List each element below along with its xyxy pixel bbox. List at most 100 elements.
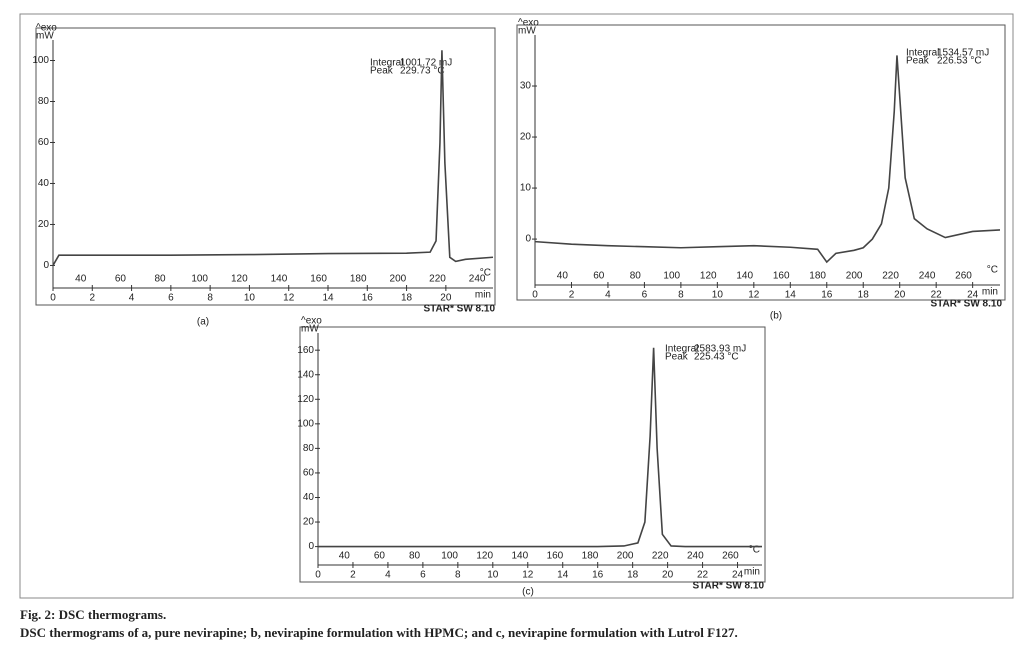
y-tick-label: 20 <box>303 517 315 528</box>
y-tick-label: 40 <box>38 178 50 189</box>
y-tick-label: 40 <box>303 492 315 503</box>
annotation: Peak <box>665 352 689 363</box>
exo-label: ^exo <box>36 23 57 34</box>
x-tick-label: 22 <box>931 290 943 301</box>
y-tick-label: 10 <box>520 183 532 194</box>
y-tick-label: 80 <box>38 96 50 107</box>
x-tick-label: 8 <box>207 293 213 304</box>
x-unit: min <box>475 290 491 301</box>
annotation: 225.43 °C <box>694 352 739 363</box>
x2-unit: °C <box>480 268 491 279</box>
x-tick-label: 16 <box>821 290 833 301</box>
x-tick-label: 12 <box>748 290 760 301</box>
x-tick-label: 10 <box>244 293 256 304</box>
exo-label: ^exo <box>518 18 539 29</box>
software-label: STAR* SW 8.10 <box>931 299 1003 310</box>
y-tick-label: 0 <box>43 260 49 271</box>
x-tick-label: 20 <box>662 570 674 581</box>
panel-frame <box>35 27 496 306</box>
y-tick-label: 0 <box>525 234 531 245</box>
x-tick-label: 0 <box>50 293 56 304</box>
temperature-tick-label: 220 <box>429 274 446 285</box>
temperature-tick-label: 180 <box>350 274 367 285</box>
temperature-tick-label: 240 <box>469 274 486 285</box>
temperature-tick-label: 120 <box>476 551 493 562</box>
x-tick-label: 10 <box>712 290 724 301</box>
y-tick-label: 60 <box>303 468 315 479</box>
software-label: STAR* SW 8.10 <box>693 581 765 592</box>
temperature-tick-label: 240 <box>687 551 704 562</box>
x-tick-label: 4 <box>605 290 611 301</box>
x-tick-label: 20 <box>894 290 906 301</box>
y-tick-label: 100 <box>32 55 49 66</box>
annotation: Integral <box>370 58 403 69</box>
temperature-tick-label: 180 <box>582 551 599 562</box>
temperature-tick-label: 260 <box>722 551 739 562</box>
y-tick-label: 20 <box>520 132 532 143</box>
annotation: 1001.72 mJ <box>400 58 452 69</box>
temperature-tick-label: 80 <box>409 551 421 562</box>
temperature-tick-label: 200 <box>390 274 407 285</box>
panel-frame <box>516 24 1006 301</box>
x-tick-label: 2 <box>90 293 96 304</box>
x-tick-label: 18 <box>858 290 870 301</box>
y-tick-label: 20 <box>38 219 50 230</box>
temperature-tick-label: 120 <box>231 274 248 285</box>
annotation: Peak <box>906 56 930 67</box>
x-tick-label: 12 <box>522 570 534 581</box>
temperature-tick-label: 200 <box>617 551 634 562</box>
x-tick-label: 0 <box>532 290 538 301</box>
x-tick-label: 14 <box>557 570 569 581</box>
temperature-tick-label: 160 <box>547 551 564 562</box>
panel-label: (c) <box>522 587 534 598</box>
x-unit: min <box>744 567 760 578</box>
temperature-tick-label: 100 <box>441 551 458 562</box>
x-tick-label: 6 <box>168 293 174 304</box>
temperature-tick-label: 80 <box>154 274 166 285</box>
x-tick-label: 0 <box>315 570 321 581</box>
y-tick-label: 0 <box>308 541 314 552</box>
y-tick-label: 60 <box>38 137 50 148</box>
y-tick-label: 80 <box>303 443 315 454</box>
annotation: Peak <box>370 66 394 77</box>
temperature-tick-label: 200 <box>846 271 863 282</box>
y-tick-label: 120 <box>297 394 314 405</box>
annotation: Integral <box>665 344 698 355</box>
temperature-tick-label: 120 <box>700 271 717 282</box>
thermogram-line <box>318 347 762 548</box>
exo-label: ^exo <box>301 316 322 327</box>
temperature-tick-label: 160 <box>310 274 327 285</box>
temperature-tick-label: 40 <box>339 551 351 562</box>
x-tick-label: 10 <box>487 570 499 581</box>
annotation: 1534.57 mJ <box>937 48 989 59</box>
x-tick-label: 16 <box>362 293 374 304</box>
temperature-tick-label: 60 <box>115 274 127 285</box>
software-label: STAR* SW 8.10 <box>424 304 496 315</box>
temperature-tick-label: 60 <box>593 271 605 282</box>
x-tick-label: 4 <box>129 293 135 304</box>
x-tick-label: 22 <box>697 570 709 581</box>
temperature-tick-label: 40 <box>75 274 87 285</box>
caption-title: Fig. 2: DSC thermograms. <box>20 607 166 622</box>
x-tick-label: 8 <box>455 570 461 581</box>
y-tick-label: 160 <box>297 345 314 356</box>
x-tick-label: 18 <box>401 293 413 304</box>
temperature-tick-label: 220 <box>652 551 669 562</box>
temperature-tick-label: 220 <box>882 271 899 282</box>
x2-unit: °C <box>749 545 760 556</box>
figure-frame <box>19 13 1014 599</box>
x-tick-label: 16 <box>592 570 604 581</box>
temperature-tick-label: 100 <box>191 274 208 285</box>
x-tick-label: 12 <box>283 293 295 304</box>
temperature-tick-label: 60 <box>374 551 386 562</box>
x-tick-label: 14 <box>322 293 334 304</box>
temperature-tick-label: 260 <box>955 271 972 282</box>
caption-text: DSC thermograms of a, pure nevirapine; b… <box>20 625 738 640</box>
y-unit: mW <box>301 324 319 335</box>
x-tick-label: 18 <box>627 570 639 581</box>
y-unit: mW <box>36 31 54 42</box>
y-tick-label: 140 <box>297 369 314 380</box>
thermogram-line <box>52 50 494 266</box>
